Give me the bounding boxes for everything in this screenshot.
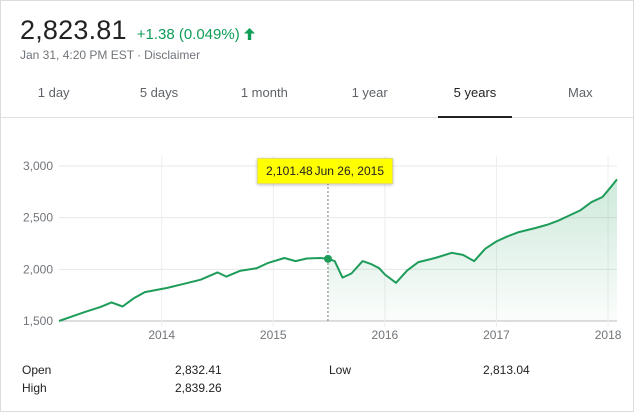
range-tabs: 1 day 5 days 1 month 1 year 5 years Max <box>1 77 633 118</box>
high-label: High <box>22 381 47 395</box>
price-change: +1.38 (0.049%) <box>137 26 255 43</box>
tab-max[interactable]: Max <box>568 85 593 100</box>
disclaimer-link[interactable]: Disclaimer <box>144 48 201 62</box>
price-tooltip: 2,101.48 Jun 26, 2015 <box>257 158 393 184</box>
current-price: 2,823.81 <box>20 15 127 45</box>
x-tick-label: 2015 <box>260 328 287 342</box>
tab-1-day[interactable]: 1 day <box>37 85 70 100</box>
high-value: 2,839.26 <box>175 381 222 395</box>
y-tick-label: 2,500 <box>23 211 53 225</box>
separator: · <box>137 48 142 62</box>
y-tick-label: 3,000 <box>23 159 53 173</box>
tab-1-year[interactable]: 1 year <box>351 85 388 100</box>
price-series-line <box>58 178 618 322</box>
timestamp: Jan 31, 4:20 PM EST <box>20 48 135 62</box>
tab-1-month[interactable]: 1 month <box>240 85 288 100</box>
tooltip-value: 2,101.48 <box>266 164 313 178</box>
tooltip-date: Jun 26, 2015 <box>314 164 384 178</box>
quote-header: 2,823.81 +1.38 (0.049%) Jan 31, 4:20 PM … <box>20 15 255 62</box>
x-tick-label: 2018 <box>595 328 622 342</box>
price-area-fill <box>328 179 617 321</box>
y-tick-label: 2,000 <box>23 262 53 276</box>
low-value: 2,813.04 <box>483 363 530 377</box>
x-tick-label: 2014 <box>148 328 175 342</box>
tab-5-days[interactable]: 5 days <box>139 85 179 100</box>
hover-point <box>323 254 332 263</box>
open-value: 2,832.41 <box>175 363 222 377</box>
x-tick-label: 2017 <box>483 328 510 342</box>
tab-5-years[interactable]: 5 years <box>422 77 527 117</box>
x-axis-labels: 2014 2015 2016 2017 2018 <box>148 328 621 342</box>
y-tick-label: 1,500 <box>23 314 53 328</box>
price-row: 2,823.81 +1.38 (0.049%) <box>20 15 255 46</box>
y-axis-labels: 1,500 2,000 2,500 3,000 <box>23 159 53 328</box>
x-tick-label: 2016 <box>372 328 399 342</box>
arrow-up-icon <box>243 28 255 40</box>
open-label: Open <box>22 363 52 377</box>
low-label: Low <box>329 363 352 377</box>
price-change-text: +1.38 (0.049%) <box>136 26 240 43</box>
quote-subline: Jan 31, 4:20 PM EST · Disclaimer <box>20 48 255 62</box>
